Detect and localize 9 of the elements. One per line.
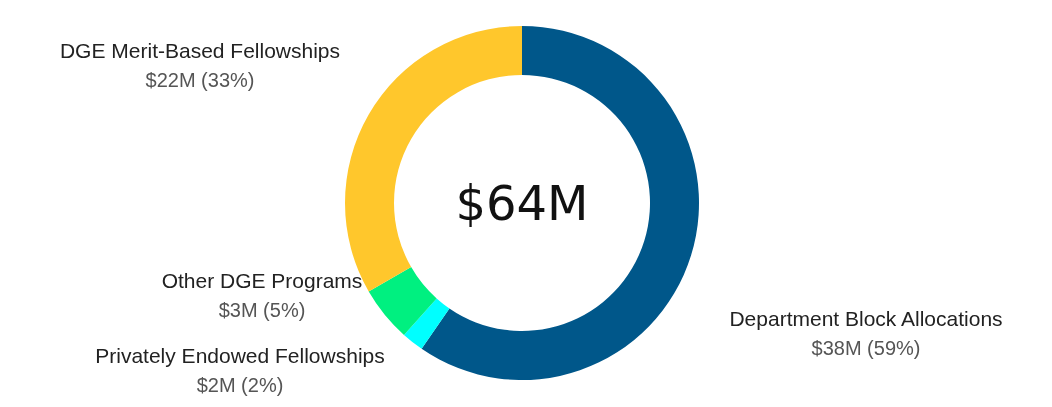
slice-label: DGE Merit-Based Fellowships — [59, 38, 341, 62]
data-label: $2M (2%) — [196, 374, 284, 396]
slice-label: Privately Endowed Fellowships — [95, 343, 385, 367]
text: $64M — [455, 175, 589, 231]
slice-label: Other DGE Programs — [161, 268, 363, 292]
data-label: $22M (33%) — [145, 69, 255, 91]
data-label: $38M (59%) — [811, 337, 921, 359]
slice-label: Department Block Allocations — [729, 306, 1003, 330]
data-label: $3M (5%) — [218, 299, 306, 321]
